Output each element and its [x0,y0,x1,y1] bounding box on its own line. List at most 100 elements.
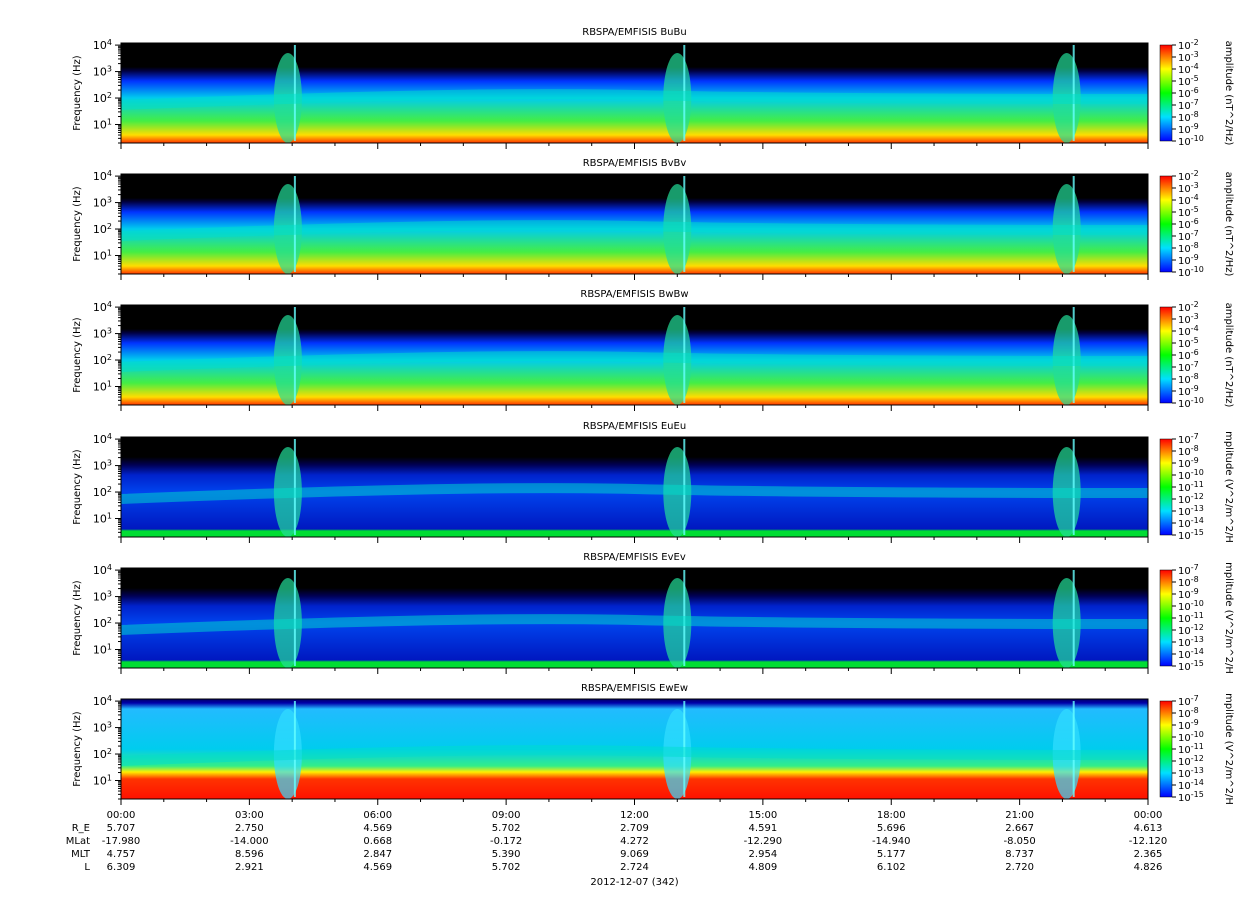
colorbar-tick-label: 10-4 [1178,62,1199,76]
colorbar-tick-label: 10-2 [1178,38,1199,52]
colorbar-tick-label: 10-3 [1178,312,1199,326]
y-tick-label: 103 [93,590,112,604]
perigee-spike [1072,439,1075,535]
ephemeris-value: 5.702 [492,823,521,834]
y-tick-label: 101 [93,379,112,393]
colorbar-tick-label: 10-6 [1178,86,1199,100]
ephemeris-value: 4.569 [363,823,392,834]
colorbar-tick-label: 10-10 [1178,134,1204,148]
panel-frame [120,436,1149,538]
ephemeris-value: 8.596 [235,849,264,860]
y-axis-label: Frequency (Hz) [72,711,83,787]
ephemeris-value: 4.809 [749,862,778,873]
x-tick-label: 03:00 [235,810,264,821]
panel-5: RBSPA/EMFISIS EvEv 101 102 103 104 Frequency … [72,552,1234,674]
y-tick-label: 103 [93,721,112,735]
colorbar-tick-label: 10-5 [1178,74,1199,88]
ephemeris-value: 4.591 [749,823,778,834]
colorbar-tick-label: 10-15 [1178,528,1204,542]
ephemeris-value: 2.954 [749,849,778,860]
y-tick-label: 104 [93,300,112,314]
ephemeris-value: 4.613 [1134,823,1163,834]
panel-frame [120,173,1149,275]
y-tick-label: 101 [93,511,112,525]
wave-band [120,351,1149,372]
ephemeris-value: -8.050 [1004,836,1036,847]
y-tick-label: 104 [93,38,112,52]
colorbar-tick-label: 10-4 [1178,324,1199,338]
colorbar-tick-label: 10-15 [1178,659,1204,673]
perigee-spike [293,439,296,535]
colorbar-tick-label: 10-9 [1178,384,1199,398]
y-tick-label: 102 [93,747,112,761]
colorbar-tick-label: 10-10 [1178,468,1204,482]
ephemeris-label: MLat [66,836,90,847]
colorbar-tick-label: 10-11 [1178,742,1204,756]
colorbar-tick-label: 10-6 [1178,348,1199,362]
ephemeris-value: 4.826 [1134,862,1163,873]
colorbar-tick-label: 10-7 [1178,360,1199,374]
colorbar-tick-label: 10-7 [1178,694,1199,708]
panel-1: RBSPA/EMFISIS BuBu 101 102 103 104 Frequency … [72,27,1234,149]
colorbar-tick-label: 10-3 [1178,181,1199,195]
colorbar-tick-label: 10-5 [1178,205,1199,219]
ephemeris-label: R_E [72,823,90,834]
y-tick-label: 101 [93,642,112,656]
ephemeris-value: 4.757 [107,849,136,860]
y-tick-label: 104 [93,694,112,708]
colorbar-label: amplitude (nT^2/Hz) [1223,172,1234,277]
ephemeris-value: 2.750 [235,823,264,834]
ephemeris-value: 5.696 [877,823,906,834]
colorbar-tick-label: 10-14 [1178,647,1204,661]
colorbar [1159,44,1173,142]
y-tick-label: 103 [93,459,112,473]
colorbar [1159,175,1173,273]
ephemeris-value: 2.847 [363,849,392,860]
ephemeris-value: 9.069 [620,849,649,860]
panel-title: RBSPA/EMFISIS EvEv [583,552,686,563]
colorbar-tick-label: 10-8 [1178,110,1199,124]
colorbar-tick-label: 10-5 [1178,336,1199,350]
ephemeris-value: 2.724 [620,862,649,873]
panel-4: RBSPA/EMFISIS EuEu 101 102 103 104 Frequency … [72,421,1234,543]
colorbar-label: amplitude (nT^2/Hz) [1223,303,1234,408]
colorbar-tick-label: 10-9 [1178,456,1199,470]
panel-title: RBSPA/EMFISIS BvBv [583,158,687,169]
ephemeris-value: 8.737 [1005,849,1034,860]
colorbar-tick-label: 10-4 [1178,193,1199,207]
colorbar [1159,700,1173,798]
colorbar [1159,569,1173,667]
ephemeris-value: -14.000 [230,836,269,847]
colorbar [1159,306,1173,404]
colorbar-tick-label: 10-10 [1178,730,1204,744]
colorbar-tick-label: 10-7 [1178,432,1199,446]
ephemeris-value: 2.365 [1134,849,1163,860]
y-tick-label: 101 [93,117,112,131]
panel-frame [120,42,1149,144]
colorbar-tick-label: 10-6 [1178,217,1199,231]
panel-frame [120,698,1149,800]
ephemeris-value: 6.102 [877,862,906,873]
panel-title: RBSPA/EMFISIS EwEw [581,683,688,694]
ephemeris-value: 4.272 [620,836,649,847]
perigee-spike [293,176,296,272]
x-tick-label: 15:00 [748,810,777,821]
ephemeris-value: -12.120 [1129,836,1168,847]
perigee-spike [1072,701,1075,797]
colorbar-tick-label: 10-11 [1178,480,1204,494]
colorbar-tick-label: 10-13 [1178,504,1204,518]
ephemeris-value: 0.668 [363,836,392,847]
perigee-spike [293,45,296,141]
colorbar-tick-label: 10-2 [1178,169,1199,183]
colorbar-tick-label: 10-10 [1178,265,1204,279]
wave-band [120,220,1149,241]
colorbar-tick-label: 10-8 [1178,575,1199,589]
perigee-spike [293,570,296,666]
colorbar-label: mplitude (V^2/m^2/H [1223,562,1234,674]
y-tick-label: 101 [93,248,112,262]
wave-band [120,89,1149,110]
colorbar-tick-label: 10-15 [1178,790,1204,804]
colorbar-tick-label: 10-14 [1178,516,1204,530]
ephemeris-value: -12.290 [744,836,783,847]
y-tick-label: 103 [93,196,112,210]
